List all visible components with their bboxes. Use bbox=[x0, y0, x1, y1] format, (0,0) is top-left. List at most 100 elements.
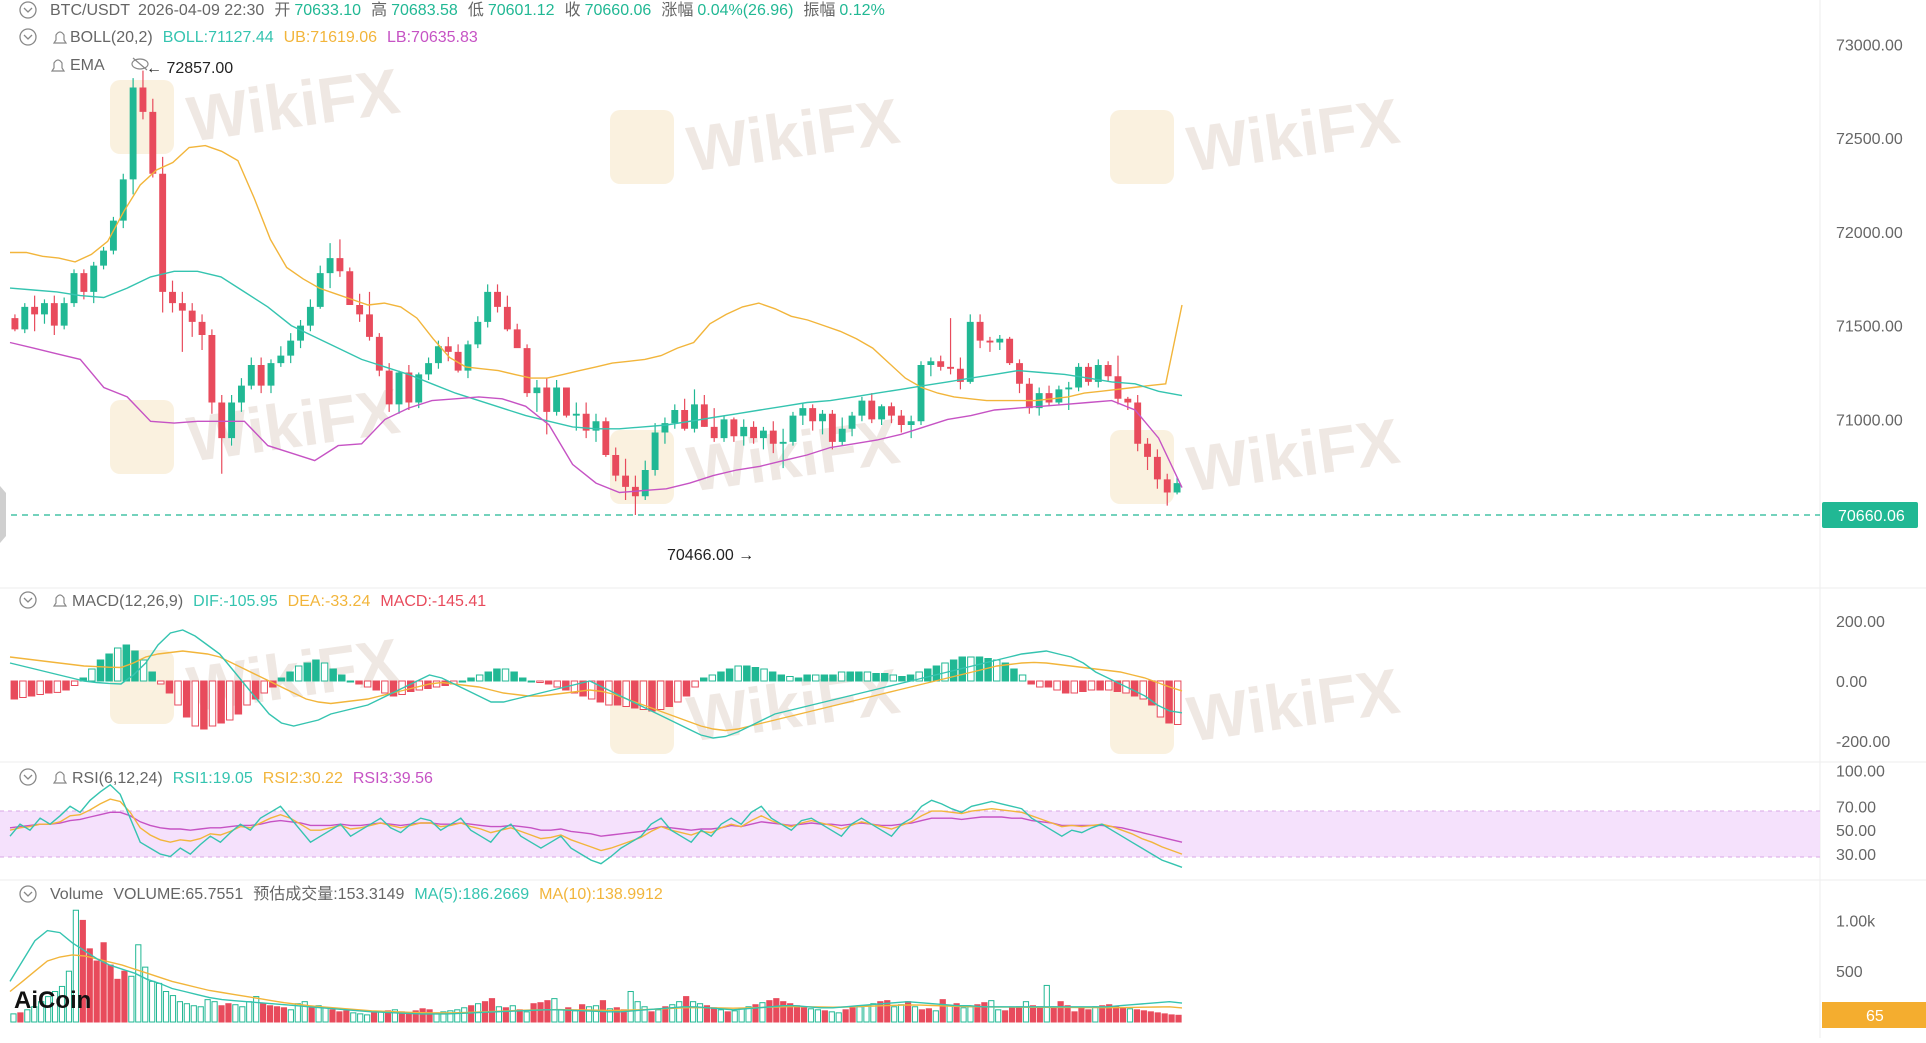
candle-body bbox=[1055, 389, 1063, 403]
volume-bar bbox=[523, 1011, 530, 1023]
volume-bar bbox=[412, 1010, 419, 1023]
volume-bar bbox=[565, 1007, 572, 1023]
volume-bar bbox=[572, 1010, 579, 1023]
candle-body bbox=[366, 314, 373, 337]
volume-bar bbox=[336, 1011, 343, 1023]
volume-bar bbox=[1050, 1006, 1057, 1023]
bell-icon[interactable] bbox=[50, 59, 66, 72]
candle-body bbox=[169, 291, 176, 304]
volume-bar bbox=[24, 1009, 31, 1023]
y-tick-label: 70.00 bbox=[1836, 799, 1876, 816]
macd-bar bbox=[88, 668, 96, 682]
candle-body bbox=[1153, 456, 1161, 480]
macd-bar bbox=[294, 665, 303, 682]
candle-body bbox=[563, 387, 570, 416]
collapse-icon[interactable] bbox=[19, 591, 37, 609]
volume-bar bbox=[65, 970, 73, 1023]
candle-body bbox=[257, 365, 265, 386]
candle-body bbox=[31, 306, 39, 315]
volume-bar bbox=[592, 1005, 600, 1023]
candle-body bbox=[297, 325, 304, 341]
collapse-icon[interactable] bbox=[19, 768, 37, 786]
candle-body bbox=[888, 406, 895, 416]
volume-bar bbox=[787, 1003, 794, 1023]
volume-bar bbox=[1078, 1007, 1085, 1023]
volume-bar bbox=[273, 1006, 281, 1023]
volume-bar bbox=[31, 1006, 38, 1023]
volume-bar bbox=[689, 1001, 697, 1023]
volume-bar bbox=[780, 1001, 787, 1023]
collapse-icon[interactable] bbox=[19, 1, 37, 19]
candle-body bbox=[149, 111, 157, 174]
watermark-text: WikiFX bbox=[1183, 405, 1404, 506]
volume-layer bbox=[9, 909, 1183, 1023]
macd-bar bbox=[277, 677, 286, 682]
boll-lb-line bbox=[9, 341, 1183, 494]
candle-body bbox=[129, 87, 137, 180]
bell-icon[interactable] bbox=[52, 771, 68, 784]
svg-text:EMA: EMA bbox=[70, 57, 105, 74]
volume-bar bbox=[530, 1003, 537, 1023]
macd-layer bbox=[9, 629, 1183, 739]
macd-bar bbox=[1079, 680, 1087, 692]
y-tick-label: 500 bbox=[1836, 964, 1863, 981]
macd-bar bbox=[665, 680, 673, 707]
macd-bar bbox=[631, 680, 639, 709]
candle-body bbox=[474, 321, 482, 345]
rsi-legend: RSI(6,12,24) RSI1:19.05 RSI2:30.22 RSI3:39.… bbox=[19, 768, 433, 787]
hide-eye-icon[interactable] bbox=[131, 57, 149, 71]
volume-bar bbox=[745, 1006, 752, 1023]
macd-bar bbox=[708, 674, 717, 682]
volume-bar bbox=[239, 1006, 246, 1023]
volume-ma5-line bbox=[9, 929, 1183, 1015]
macd-bar bbox=[36, 680, 44, 695]
candle-body bbox=[651, 432, 659, 470]
bell-icon[interactable] bbox=[52, 594, 68, 607]
volume-bar bbox=[107, 964, 114, 1023]
candle-body bbox=[1104, 365, 1112, 377]
volume-bar bbox=[280, 1007, 288, 1023]
collapse-icon[interactable] bbox=[19, 28, 37, 46]
volume-bar bbox=[45, 996, 52, 1023]
volume-bar bbox=[461, 1007, 468, 1023]
volume-bar bbox=[329, 1009, 336, 1023]
collapse-icon[interactable] bbox=[19, 885, 37, 903]
bell-icon[interactable] bbox=[52, 31, 68, 44]
candle-body bbox=[159, 173, 167, 292]
dea-line bbox=[9, 650, 1183, 732]
volume-bar bbox=[932, 1010, 939, 1023]
candle-body bbox=[592, 421, 600, 431]
macd-bar bbox=[191, 680, 200, 727]
macd-bar bbox=[544, 680, 553, 685]
macd-bar bbox=[648, 680, 656, 712]
candle-body bbox=[1084, 366, 1092, 382]
volume-bar bbox=[502, 1007, 509, 1023]
candle-body bbox=[622, 475, 629, 487]
macd-bar bbox=[562, 680, 570, 691]
candle-body bbox=[759, 430, 767, 439]
volume-bar bbox=[1015, 1006, 1023, 1023]
macd-bar bbox=[19, 680, 27, 698]
candle-body bbox=[119, 179, 127, 221]
volume-bar bbox=[703, 1005, 711, 1023]
candle-body bbox=[1094, 365, 1102, 382]
volume-bar bbox=[10, 1013, 17, 1023]
candle-body bbox=[986, 340, 994, 343]
candles-layer bbox=[11, 70, 1181, 515]
macd-bar bbox=[381, 680, 389, 694]
volume-bar bbox=[405, 1012, 412, 1023]
volume-bar bbox=[17, 1012, 24, 1023]
axes-layer: 73000.00 72500.00 72000.00 71500.00 71000.00… bbox=[1836, 37, 1903, 981]
candle-body bbox=[405, 372, 413, 403]
macd-bar bbox=[519, 677, 527, 682]
macd-bar bbox=[880, 673, 889, 682]
volume-bar bbox=[1119, 1007, 1127, 1023]
left-edge-handle[interactable] bbox=[0, 486, 6, 543]
macd-bar bbox=[286, 671, 294, 682]
watermark-text: WikiFX bbox=[683, 655, 904, 756]
macd-bar bbox=[200, 680, 208, 730]
macd-bar bbox=[243, 680, 251, 706]
volume-bar bbox=[176, 1001, 184, 1023]
